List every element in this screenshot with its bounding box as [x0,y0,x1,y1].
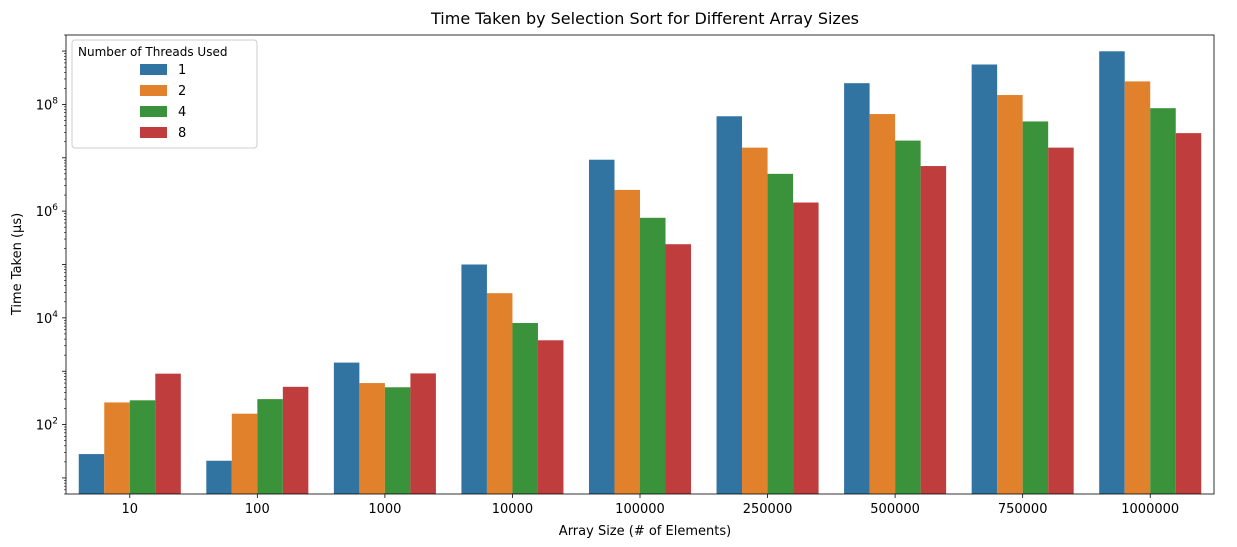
bar-500000-threads-1 [844,83,870,494]
bar-500000-threads-4 [895,140,921,494]
legend-label-2: 2 [178,84,186,99]
x-tick-label: 10000 [492,502,533,517]
bar-10000-threads-8 [537,340,564,494]
y-tick-label: 104 [36,310,59,327]
bar-100000-threads-4 [640,217,666,495]
bar-1000-threads-2 [359,383,385,494]
bar-1000-threads-8 [410,373,436,494]
bar-1000000-threads-8 [1175,133,1202,494]
x-tick-label: 500000 [870,502,920,517]
bar-100000-threads-1 [588,159,615,495]
bar-750000-threads-8 [1048,147,1074,494]
x-axis-label: Array Size (# of Elements) [559,524,731,539]
bar-750000-threads-2 [997,95,1023,495]
bars-group [78,51,1202,495]
bar-250000-threads-8 [793,202,819,494]
legend-title: Number of Threads Used [78,45,227,59]
bar-250000-threads-1 [716,116,743,494]
bar-500000-threads-2 [869,114,896,494]
bar-10-threads-2 [104,402,130,494]
bar-750000-threads-4 [1022,121,1049,494]
bar-1000000-threads-1 [1099,51,1125,495]
bar-1000-threads-4 [384,387,411,494]
bar-100-threads-1 [206,460,232,494]
bar-10-threads-1 [78,454,105,494]
legend: Number of Threads Used 1 2 4 8 [71,39,258,149]
bar-250000-threads-2 [742,147,768,494]
x-tick-label: 10 [122,502,139,517]
x-tick-label: 250000 [743,502,793,517]
x-tick-label: 100 [245,502,270,517]
y-tick-label: 108 [36,96,59,113]
bar-500000-threads-8 [920,166,947,494]
bar-10-threads-4 [129,400,156,494]
x-axis: 10 100 1000 10000 100000 250000 500000 750000 10… [122,494,1179,517]
legend-swatch-4 [140,106,167,117]
bar-1000000-threads-2 [1124,81,1151,495]
bar-750000-threads-1 [971,64,998,494]
y-axis-label: Time Taken (μs) [10,213,25,316]
bar-100000-threads-8 [665,244,692,494]
bar-10000-threads-1 [461,264,487,494]
bar-250000-threads-4 [767,173,794,495]
bar-100-threads-4 [257,399,283,494]
bar-1000-threads-1 [333,362,360,494]
bar-10000-threads-4 [512,323,538,494]
y-tick-label: 106 [36,203,59,220]
bar-10-threads-8 [155,373,181,494]
legend-label-8: 8 [178,126,186,141]
y-tick-label: 102 [36,417,58,434]
legend-swatch-1 [140,64,167,75]
legend-label-4: 4 [178,105,186,120]
x-tick-label: 1000000 [1121,502,1179,517]
bar-1000000-threads-4 [1150,108,1176,494]
bar-10000-threads-2 [486,293,513,494]
legend-items: 1 2 4 8 [140,63,186,141]
y-axis: 102 104 106 108 [36,34,66,495]
bar-100-threads-8 [282,386,309,494]
legend-swatch-2 [140,85,167,96]
chart-title: Time Taken by Selection Sort for Differe… [430,9,859,28]
x-tick-label: 100000 [615,502,665,517]
bar-100000-threads-2 [614,189,640,494]
x-tick-label: 1000 [368,502,401,517]
legend-swatch-8 [140,127,167,138]
legend-label-1: 1 [178,63,186,78]
x-tick-label: 750000 [998,502,1048,517]
bar-100-threads-2 [231,413,258,494]
